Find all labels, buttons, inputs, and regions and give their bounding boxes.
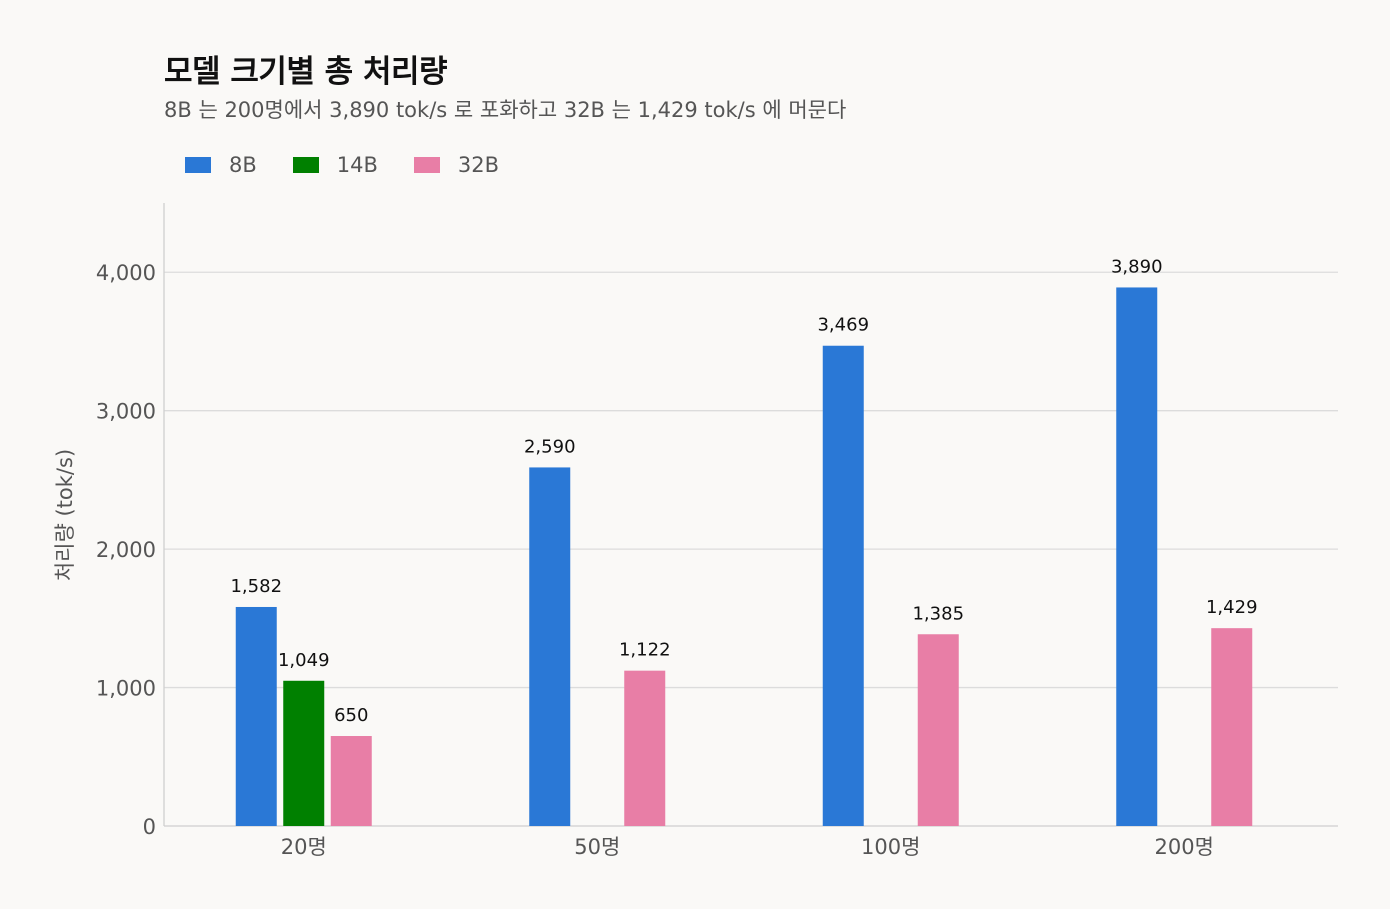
y-tick-label: 3,000 (96, 400, 156, 424)
y-tick-label: 4,000 (96, 261, 156, 285)
y-axis-label: 처리량 (tok/s) (53, 449, 77, 581)
legend-swatch-8b (185, 157, 211, 173)
y-tick-label: 0 (143, 815, 156, 839)
legend-label-32b: 32B (457, 153, 500, 177)
legend-item-32b: 32B (413, 153, 500, 177)
x-tick-label: 50명 (574, 835, 620, 859)
data-label: 1,385 (912, 603, 964, 624)
data-label: 650 (334, 705, 368, 726)
chart-subtitle: 8B 는 200명에서 3,890 tok/s 로 포화하고 32B 는 1,4… (164, 98, 847, 122)
x-tick-label: 100명 (861, 835, 920, 859)
x-tick-label: 200명 (1155, 835, 1214, 859)
bar-32b-0 (330, 736, 372, 826)
data-label: 3,469 (817, 315, 869, 336)
bar-32b-1 (624, 670, 666, 826)
bar-8b-3 (1116, 287, 1158, 826)
chart-title: 모델 크기별 총 처리량 (164, 54, 448, 90)
legend-swatch-32b (413, 157, 440, 173)
y-tick-label: 1,000 (96, 677, 156, 701)
legend-item-14b: 14B (292, 153, 378, 177)
bar-8b-1 (529, 467, 571, 826)
legend-label-8b: 8B (229, 153, 257, 177)
bar-32b-3 (1211, 628, 1253, 826)
data-label: 2,590 (524, 436, 576, 457)
data-label: 1,122 (619, 640, 671, 661)
bar-8b-2 (822, 345, 864, 826)
legend: 8B 14B 32B (185, 153, 535, 177)
bar-8b-0 (235, 606, 277, 826)
legend-swatch-14b (292, 157, 319, 173)
y-tick-label: 2,000 (96, 538, 156, 562)
data-label: 1,429 (1206, 597, 1258, 618)
bar-32b-2 (917, 634, 959, 826)
bar-14b-0 (283, 680, 325, 826)
data-label: 1,582 (230, 576, 282, 597)
x-tick-label: 20명 (281, 835, 327, 859)
data-label: 1,049 (278, 650, 330, 671)
legend-item-8b: 8B (185, 153, 257, 177)
data-label: 3,890 (1111, 256, 1163, 277)
legend-label-14b: 14B (336, 153, 378, 177)
